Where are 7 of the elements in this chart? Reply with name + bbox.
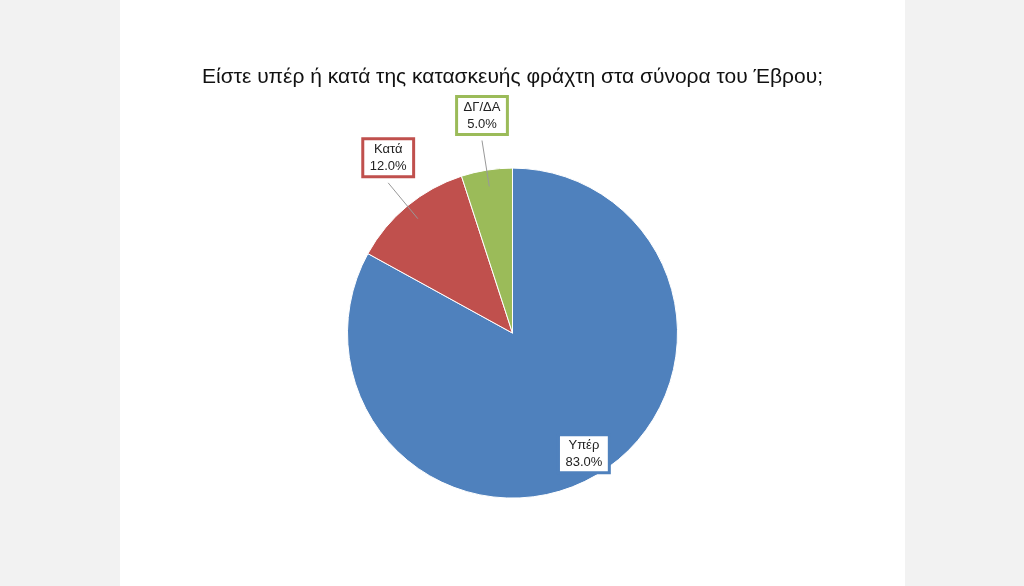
data-label: 83.0% <box>565 454 603 470</box>
slice-label: ΔΓ/ΔΑ <box>463 99 501 115</box>
data-label: 12.0% <box>369 158 408 174</box>
slice-label: Υπέρ <box>568 437 600 453</box>
data-label: 5.0% <box>467 116 498 132</box>
chart-title: Είστε υπέρ ή κατά της κατασκευής φράχτη στα σύνορα του Έβρου; <box>201 64 824 88</box>
slice-label: Κατά <box>373 141 403 157</box>
